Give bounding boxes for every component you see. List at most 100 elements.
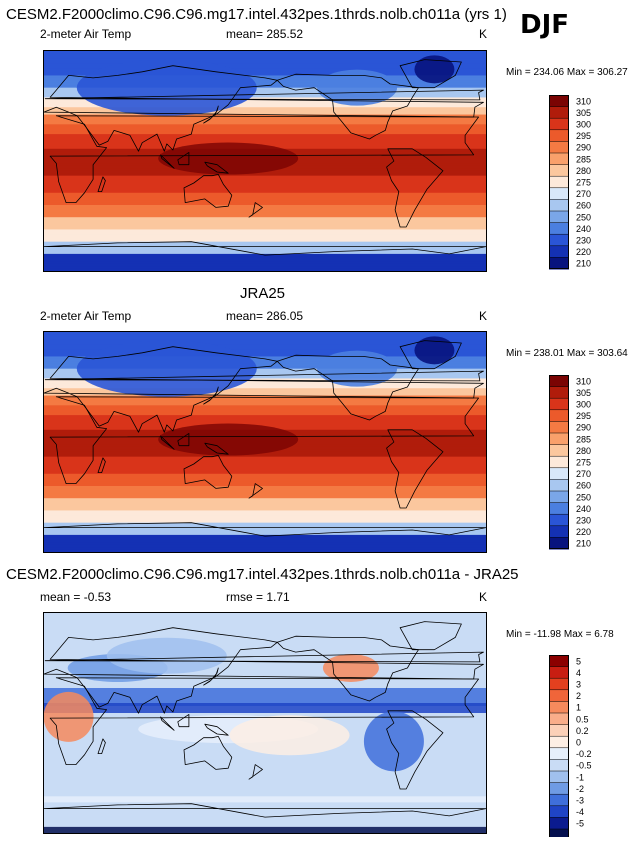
colorbar-tick-label: 285 (576, 434, 591, 444)
panel3-colorbar: 5 4 3 2 1 0.5 0.2 0 -0.2 -0.5 -1 -2 -3 -4 -5 (549, 655, 629, 842)
colorbar-tick-label: 230 (576, 516, 591, 526)
colorbar-swatch (549, 176, 569, 189)
colorbar-swatch (549, 514, 569, 527)
colorbar-swatch (549, 164, 569, 177)
colorbar-tick-label: 220 (576, 527, 591, 537)
colorbar-swatch (549, 118, 569, 131)
colorbar-tick-label: -2 (576, 784, 584, 794)
colorbar-swatch (549, 467, 569, 480)
panel1-units: K (479, 27, 488, 41)
panel2-map (43, 331, 487, 553)
panel1-map-svg (44, 51, 486, 271)
panel3-map (43, 612, 487, 834)
colorbar-tick-label: 240 (576, 224, 591, 234)
colorbar-swatch (549, 245, 569, 258)
colorbar-tick-label: 295 (576, 131, 591, 141)
colorbar-tick-label: 260 (576, 481, 591, 491)
colorbar-tick-label: 5 (576, 656, 581, 666)
panel1-mean: mean= 285.52 (226, 27, 304, 41)
colorbar-swatch (549, 257, 569, 270)
colorbar-tick-label: 295 (576, 411, 591, 421)
colorbar-tick-label: -0.2 (576, 749, 592, 759)
colorbar-swatch (549, 701, 569, 714)
colorbar-tick-label: 280 (576, 446, 591, 456)
colorbar-swatch (549, 689, 569, 702)
colorbar-swatch (549, 829, 569, 842)
panel3-title: CESM2.F2000climo.C96.C96.mg17.intel.432p… (6, 566, 519, 583)
colorbar-swatch (549, 805, 569, 818)
colorbar-swatch (549, 187, 569, 200)
panel2-variable: 2-meter Air Temp (40, 309, 132, 323)
panel2-minmax: Min = 238.01 Max = 303.64 (506, 348, 628, 359)
colorbar-tick-label: 0.2 (576, 726, 589, 736)
colorbar-swatch (549, 479, 569, 492)
season-label: DJF (520, 10, 570, 40)
colorbar-swatch (549, 222, 569, 235)
panel2-mean: mean= 286.05 (226, 309, 304, 323)
panel3-rmse: rmse = 1.71 (226, 590, 290, 604)
colorbar-tick-label: 305 (576, 108, 591, 118)
colorbar-tick-label: 290 (576, 423, 591, 433)
colorbar-tick-label: 270 (576, 469, 591, 479)
colorbar-swatch (549, 211, 569, 224)
colorbar-swatch (549, 444, 569, 457)
colorbar-swatch (549, 199, 569, 212)
colorbar-tick-label: 3 (576, 680, 581, 690)
colorbar-tick-label: 240 (576, 504, 591, 514)
panel2-map-svg (44, 332, 486, 552)
colorbar-tick-label: 270 (576, 189, 591, 199)
colorbar-swatch (549, 794, 569, 807)
colorbar-tick-label: 300 (576, 400, 591, 410)
colorbar-swatch (549, 782, 569, 795)
colorbar-swatch (549, 525, 569, 538)
colorbar-swatch (549, 141, 569, 154)
colorbar-tick-label: 290 (576, 143, 591, 153)
colorbar-swatch (549, 234, 569, 247)
colorbar-swatch (549, 456, 569, 469)
colorbar-swatch (549, 421, 569, 434)
colorbar-swatch (549, 678, 569, 691)
colorbar-tick-label: 230 (576, 236, 591, 246)
panel2-title: JRA25 (240, 285, 286, 302)
colorbar-swatch (549, 433, 569, 446)
colorbar-tick-label: 275 (576, 178, 591, 188)
colorbar-swatch (549, 153, 569, 166)
colorbar-swatch (549, 386, 569, 399)
colorbar-tick-label: 210 (576, 539, 591, 549)
panel3-mean: mean = -0.53 (40, 590, 112, 604)
colorbar-tick-label: 0.5 (576, 714, 589, 724)
panel3-minmax: Min = -11.98 Max = 6.78 (506, 629, 614, 640)
colorbar-tick-label: 300 (576, 120, 591, 130)
colorbar-tick-label: 210 (576, 259, 591, 269)
panel1-variable: 2-meter Air Temp (40, 27, 132, 41)
colorbar-tick-label: 1 (576, 703, 581, 713)
colorbar-tick-label: 275 (576, 458, 591, 468)
colorbar-swatch (549, 398, 569, 411)
panel3-units: K (479, 590, 488, 604)
colorbar-swatch (549, 771, 569, 784)
colorbar-tick-label: 310 (576, 96, 591, 106)
colorbar-tick-label: 0 (576, 738, 581, 748)
colorbar-tick-label: 250 (576, 492, 591, 502)
colorbar-tick-label: -3 (576, 796, 584, 806)
colorbar-tick-label: 310 (576, 376, 591, 386)
colorbar-swatch (549, 747, 569, 760)
colorbar-swatch (549, 655, 569, 668)
colorbar-tick-label: 4 (576, 668, 581, 678)
colorbar-swatch (549, 736, 569, 749)
colorbar-tick-label: 260 (576, 201, 591, 211)
panel1-title: CESM2.F2000climo.C96.C96.mg17.intel.432p… (6, 6, 507, 23)
colorbar-tick-label: 220 (576, 247, 591, 257)
colorbar-swatch (549, 375, 569, 388)
colorbar-swatch (549, 502, 569, 515)
colorbar-tick-label: 285 (576, 154, 591, 164)
colorbar-tick-label: 2 (576, 691, 581, 701)
colorbar-swatch (549, 817, 569, 830)
colorbar-swatch (549, 537, 569, 550)
colorbar-swatch (549, 724, 569, 737)
colorbar-tick-label: 280 (576, 166, 591, 176)
colorbar-swatch (549, 759, 569, 772)
panel2-units: K (479, 309, 488, 323)
panel1-map (43, 50, 487, 272)
colorbar-swatch (549, 713, 569, 726)
